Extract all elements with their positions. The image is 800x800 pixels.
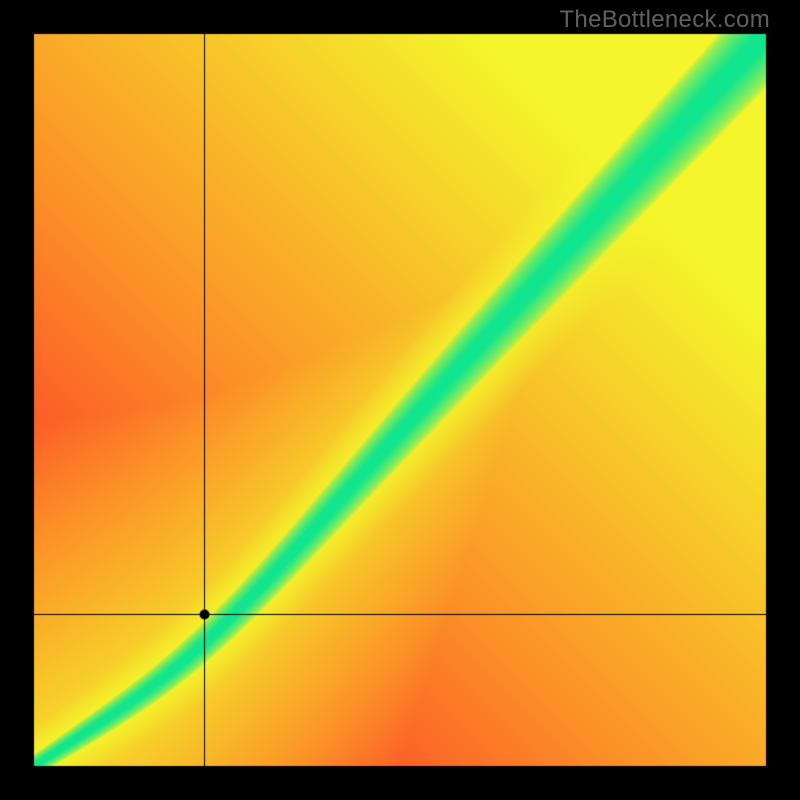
bottleneck-heatmap: [0, 0, 800, 800]
watermark-text: TheBottleneck.com: [559, 6, 770, 34]
chart-container: TheBottleneck.com: [0, 0, 800, 800]
